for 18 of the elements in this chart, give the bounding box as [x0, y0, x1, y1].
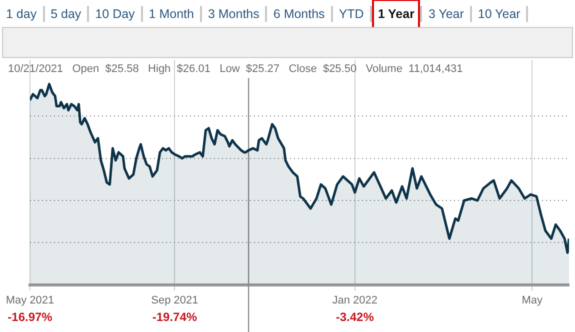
text: -19.74%: [152, 310, 198, 324]
text: -16.97%: [8, 310, 53, 324]
text: 6 Months: [267, 6, 333, 22]
text: 3 Months: [202, 6, 268, 22]
text: 1 Year: [372, 6, 422, 22]
text: 10 Year: [472, 6, 528, 22]
text: 5 day: [44, 6, 90, 22]
text: 10 Day: [89, 6, 143, 22]
text: 10/21/2021 Open $25.58 High $26.01 Low $25.27 Close $25.50 Volume 11,014,431: [8, 63, 463, 76]
text: 1 day: [0, 6, 45, 22]
x-tick-label: May: [522, 294, 543, 306]
text: -3.42%: [336, 310, 374, 324]
x-tick-label: May 2021: [6, 294, 54, 306]
x-tick-label: Sep 2021: [151, 294, 198, 306]
x-tick-label: Jan 2022: [332, 294, 378, 306]
text: 3 Year: [422, 6, 472, 22]
text: 1 Month: [142, 6, 202, 22]
text: YTD: [332, 6, 372, 22]
